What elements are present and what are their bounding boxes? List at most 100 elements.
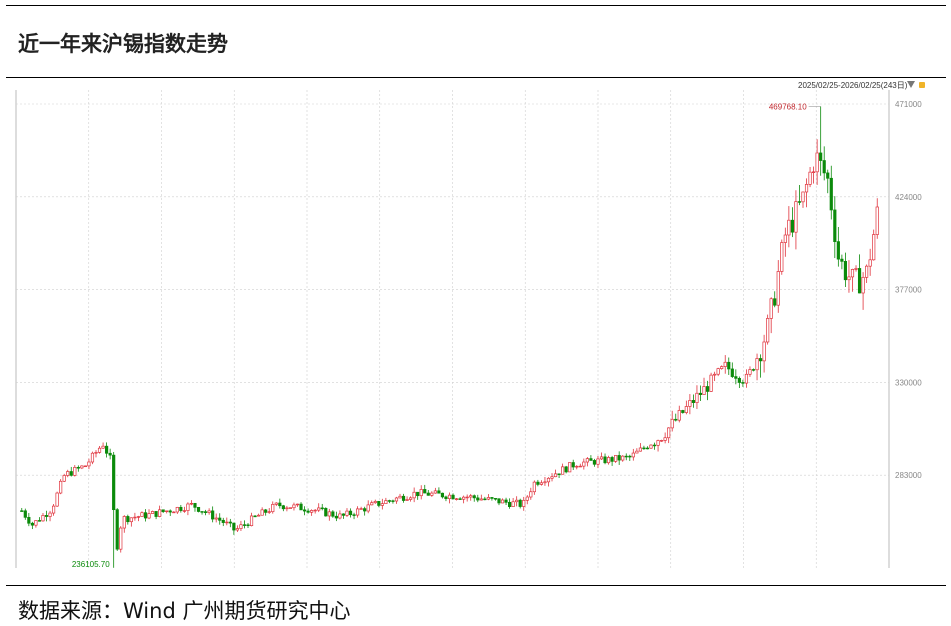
up-candle bbox=[394, 497, 399, 502]
up-candle bbox=[83, 465, 87, 468]
up-candle bbox=[649, 444, 653, 449]
down-candle bbox=[23, 510, 27, 518]
down-candle bbox=[458, 498, 462, 500]
up-candle bbox=[532, 481, 536, 493]
up-candle bbox=[59, 480, 63, 494]
down-candle bbox=[472, 495, 476, 499]
up-candle bbox=[865, 265, 869, 278]
down-candle bbox=[493, 498, 498, 500]
down-candle bbox=[819, 152, 823, 161]
down-candle bbox=[564, 466, 568, 473]
up-candle bbox=[801, 191, 805, 203]
up-candle bbox=[150, 511, 155, 514]
up-candle bbox=[412, 491, 416, 499]
up-candle bbox=[525, 496, 529, 501]
bottom-rule bbox=[6, 585, 946, 586]
up-candle bbox=[794, 201, 798, 233]
up-candle bbox=[762, 341, 766, 362]
up-candle bbox=[295, 503, 300, 506]
down-candle bbox=[341, 513, 346, 516]
down-candle bbox=[571, 462, 575, 468]
up-candle bbox=[515, 499, 519, 503]
dropdown-triangle-icon[interactable] bbox=[907, 81, 915, 88]
up-candle bbox=[119, 527, 123, 550]
up-candle bbox=[660, 440, 664, 442]
down-candle bbox=[642, 447, 646, 450]
top-rule bbox=[6, 5, 946, 6]
down-candle bbox=[281, 505, 285, 510]
up-candle bbox=[783, 234, 787, 243]
up-candle bbox=[539, 482, 543, 485]
up-candle bbox=[136, 516, 141, 518]
up-candle bbox=[274, 502, 278, 505]
date-range-label[interactable]: 2025/02/25-2026/02/25(243日) bbox=[798, 81, 908, 90]
up-candle bbox=[670, 418, 674, 429]
up-candle bbox=[41, 515, 45, 522]
down-candle bbox=[246, 524, 250, 527]
up-candle bbox=[34, 520, 38, 526]
up-candle bbox=[249, 515, 254, 527]
lock-icon[interactable] bbox=[919, 82, 925, 88]
down-candle bbox=[416, 491, 420, 497]
up-candle bbox=[861, 276, 865, 294]
up-candle bbox=[575, 465, 579, 468]
down-candle bbox=[108, 452, 112, 456]
down-candle bbox=[518, 499, 522, 507]
down-candle bbox=[423, 489, 427, 494]
up-candle bbox=[239, 524, 243, 529]
up-candle bbox=[288, 507, 293, 509]
down-candle bbox=[211, 510, 215, 520]
up-candle bbox=[635, 450, 639, 454]
down-candle bbox=[196, 506, 201, 512]
down-candle bbox=[773, 298, 777, 306]
up-candle bbox=[667, 427, 671, 439]
up-candle bbox=[447, 494, 452, 500]
up-candle bbox=[808, 171, 812, 185]
down-candle bbox=[698, 392, 703, 395]
up-candle bbox=[631, 452, 635, 458]
down-candle bbox=[833, 209, 837, 242]
down-candle bbox=[444, 496, 448, 500]
up-candle bbox=[313, 509, 317, 512]
up-candle bbox=[663, 437, 667, 441]
y-tick-label: 330000 bbox=[895, 378, 922, 387]
up-candle bbox=[147, 513, 151, 519]
down-candle bbox=[264, 509, 268, 513]
up-candle bbox=[430, 492, 434, 496]
down-candle bbox=[401, 495, 406, 501]
down-candle bbox=[603, 456, 607, 464]
up-candle bbox=[578, 465, 582, 468]
down-candle bbox=[112, 454, 116, 511]
up-candle bbox=[182, 510, 186, 512]
max-value-label: 469768.10 bbox=[769, 102, 807, 111]
up-candle bbox=[51, 505, 56, 514]
up-candle bbox=[285, 507, 289, 510]
up-candle bbox=[87, 461, 91, 467]
up-candle bbox=[271, 504, 275, 513]
up-candle bbox=[409, 497, 413, 500]
up-candle bbox=[94, 451, 98, 454]
up-candle bbox=[235, 528, 239, 531]
down-candle bbox=[352, 514, 356, 516]
up-candle bbox=[656, 440, 660, 446]
up-candle bbox=[225, 521, 229, 524]
up-candle bbox=[175, 506, 179, 513]
down-candle bbox=[483, 498, 487, 501]
up-candle bbox=[257, 514, 261, 517]
down-candle bbox=[126, 516, 130, 523]
up-candle bbox=[433, 490, 437, 494]
down-candle bbox=[218, 517, 222, 521]
up-candle bbox=[133, 516, 137, 519]
down-candle bbox=[592, 460, 597, 465]
title-rule bbox=[6, 77, 946, 78]
down-candle bbox=[30, 522, 34, 526]
up-candle bbox=[380, 503, 384, 506]
up-candle bbox=[787, 219, 791, 236]
down-candle bbox=[652, 444, 657, 447]
down-candle bbox=[797, 201, 802, 203]
up-candle bbox=[140, 512, 144, 517]
down-candle bbox=[843, 260, 848, 281]
up-candle bbox=[606, 457, 611, 464]
up-candle bbox=[317, 507, 321, 511]
